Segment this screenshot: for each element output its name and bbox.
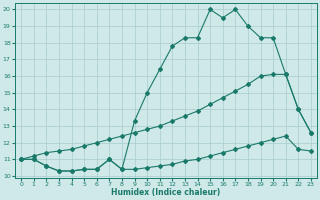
X-axis label: Humidex (Indice chaleur): Humidex (Indice chaleur) <box>111 188 221 197</box>
